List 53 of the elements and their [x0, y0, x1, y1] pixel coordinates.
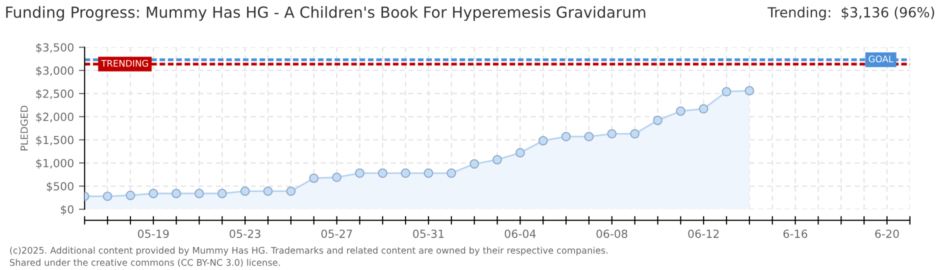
point — [538, 136, 548, 146]
point — [309, 174, 319, 183]
y-axis-title: PLEDGED — [20, 106, 28, 150]
point — [378, 168, 388, 178]
y-tick-label: $3,500 — [36, 43, 74, 54]
point — [400, 168, 410, 178]
chart-title: Funding Progress: Mummy Has HG - A Children's Book For Hyperemesis Gravidarum — [6, 6, 646, 21]
point — [446, 168, 456, 178]
ref-line-label: GOAL — [868, 56, 894, 62]
ref-line-label: TRENDING — [101, 60, 148, 67]
text: Shared under the creative commons (CC BY-NC 3.0) license. — [10, 258, 280, 267]
x-tick-label: 6-20 — [875, 230, 899, 238]
point — [584, 132, 594, 142]
point — [172, 188, 182, 198]
point — [698, 104, 708, 114]
text: (c)2025. Additional content provided by Mummy Has HG. Trademarks and related content are owned by their respective companies. — [10, 246, 608, 256]
point — [653, 116, 662, 126]
point — [354, 168, 364, 178]
x-tick-label: 05-23 — [230, 230, 260, 238]
point — [332, 172, 342, 182]
point — [515, 148, 525, 158]
x-tick-label: 06-12 — [688, 230, 719, 238]
point — [492, 155, 502, 164]
point — [263, 186, 273, 196]
y-tick-label: $0 — [60, 205, 74, 216]
x-tick-label: 06-04 — [504, 230, 536, 238]
y-tick-label: $1,500 — [36, 136, 74, 146]
point — [722, 86, 732, 96]
point — [102, 192, 112, 202]
x-tick-label: 05-31 — [413, 230, 444, 238]
point — [286, 186, 296, 196]
point — [240, 186, 250, 196]
x-tick-label: 6-16 — [783, 230, 808, 238]
point — [148, 188, 158, 198]
point — [470, 159, 480, 169]
chart-subtitle: Trending: $3,136 (96%) — [768, 6, 934, 20]
y-tick-label: $2,000 — [36, 112, 74, 123]
y-tick-label: $500 — [46, 182, 74, 192]
y-tick-label: $2,500 — [36, 89, 74, 100]
point — [607, 129, 617, 139]
x-tick-label: 06-08 — [596, 230, 628, 238]
point — [194, 188, 204, 198]
point — [424, 168, 434, 178]
point — [126, 190, 136, 200]
point — [676, 106, 686, 116]
y-tick-label: $1,000 — [36, 158, 74, 169]
x-tick-label: 05-19 — [138, 230, 169, 238]
point — [744, 86, 754, 96]
point — [630, 129, 640, 139]
point — [217, 188, 227, 198]
point — [561, 132, 571, 142]
y-tick-label: $3,000 — [36, 66, 74, 76]
x-tick-label: 05-27 — [321, 230, 352, 238]
